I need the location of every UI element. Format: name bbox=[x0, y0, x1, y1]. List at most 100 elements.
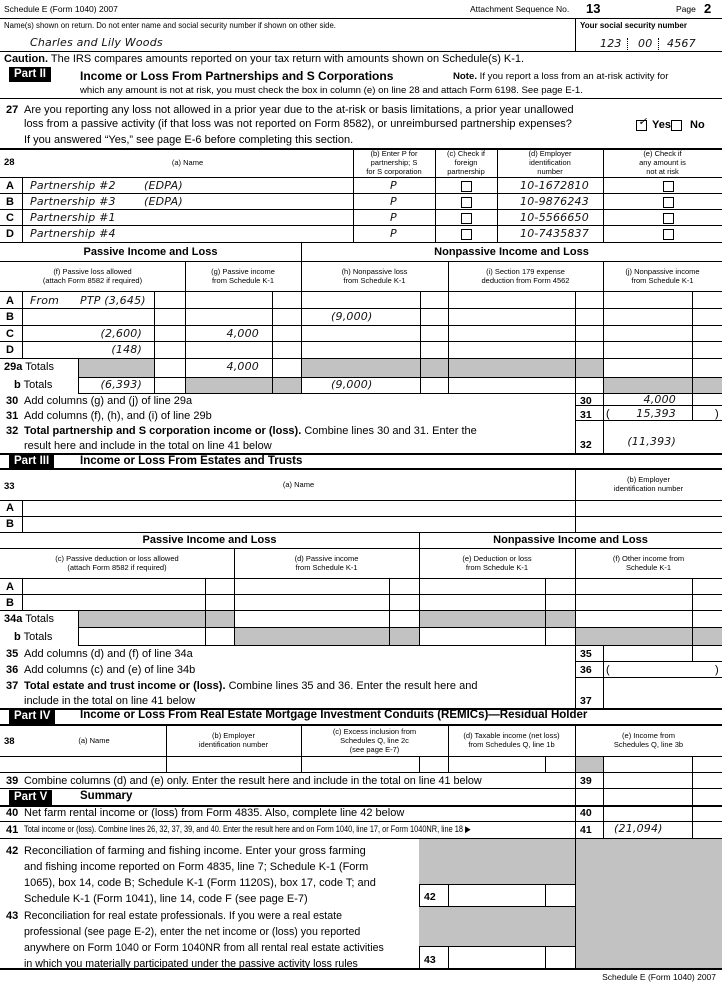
close-paren: ) bbox=[715, 408, 719, 420]
partnership-type[interactable]: P bbox=[390, 211, 397, 224]
shaded-area bbox=[78, 610, 234, 627]
col-header-d: (d) Passive income from Schedule K-1 bbox=[294, 554, 359, 572]
col-header-taxable-income: (d) Taxable income (net loss) from Sched… bbox=[463, 731, 560, 749]
partnership-type[interactable]: P bbox=[390, 179, 397, 192]
close-paren: ) bbox=[715, 664, 719, 676]
rule-line bbox=[603, 393, 604, 453]
partnership-ein[interactable]: 10-7435837 bbox=[520, 227, 589, 240]
passive-income[interactable]: 4,000 bbox=[226, 327, 259, 340]
note-bold: Note. bbox=[453, 71, 477, 82]
partnership-name[interactable]: Partnership #4 bbox=[30, 227, 116, 240]
partnership-note[interactable]: (EDPA) bbox=[144, 179, 183, 192]
names-label: Name(s) shown on return. Do not enter na… bbox=[4, 21, 336, 30]
line-28-number: 28 bbox=[4, 157, 15, 168]
col-header-f: (f) Passive loss allowed (attach Form 85… bbox=[42, 267, 143, 285]
shaded-area bbox=[301, 358, 603, 377]
rule-line bbox=[575, 405, 722, 406]
not-at-risk-checkbox[interactable] bbox=[663, 229, 674, 240]
rule-line bbox=[0, 291, 722, 292]
row-letter: C bbox=[6, 328, 14, 340]
no-label: No bbox=[690, 119, 705, 131]
checkmark-icon: ✓ bbox=[638, 116, 648, 128]
passive-loss-allowed[interactable]: (2,600) bbox=[100, 327, 142, 340]
rule-line bbox=[448, 724, 449, 772]
partnership-ein[interactable]: 10-1672810 bbox=[520, 179, 589, 192]
rule-line bbox=[185, 261, 186, 393]
rule-line bbox=[0, 516, 722, 517]
partnership-note[interactable]: (EDPA) bbox=[144, 195, 183, 208]
leader-dots bbox=[480, 817, 565, 819]
rule-line bbox=[603, 261, 604, 393]
foreign-partnership-checkbox[interactable] bbox=[461, 197, 472, 208]
taxpayer-names[interactable]: Charles and Lily Woods bbox=[30, 36, 163, 49]
line-43-text-4: in which you materially participated und… bbox=[24, 958, 358, 970]
line-31-amount[interactable]: 15,393 bbox=[636, 407, 676, 420]
rule-line bbox=[22, 500, 23, 532]
ssn-part-2[interactable]: 00 bbox=[638, 37, 653, 50]
rule-line bbox=[389, 578, 390, 645]
rule-line bbox=[419, 756, 420, 772]
row-letter: C bbox=[6, 212, 14, 224]
not-at-risk-checkbox[interactable] bbox=[663, 213, 674, 224]
rule-line bbox=[448, 884, 449, 906]
rule-line bbox=[0, 708, 722, 710]
not-at-risk-checkbox[interactable] bbox=[663, 181, 674, 192]
line-33-number: 33 bbox=[4, 481, 15, 492]
line-30-amount[interactable]: 4,000 bbox=[643, 393, 676, 406]
line-35-box-number: 35 bbox=[580, 648, 592, 660]
foreign-partnership-checkbox[interactable] bbox=[461, 213, 472, 224]
rule-line bbox=[154, 291, 155, 393]
rule-line bbox=[22, 578, 23, 610]
col-header-c: (c) Passive deduction or loss allowed (a… bbox=[55, 554, 179, 572]
rule-line bbox=[419, 532, 420, 645]
total-29b-h[interactable]: (9,000) bbox=[331, 378, 373, 391]
total-29a-g[interactable]: 4,000 bbox=[226, 360, 259, 373]
ssn-separator bbox=[658, 38, 659, 50]
rule-line bbox=[0, 772, 722, 773]
partnership-type[interactable]: P bbox=[390, 227, 397, 240]
line-40-box-number: 40 bbox=[580, 807, 592, 819]
passive-loss-allowed[interactable]: (148) bbox=[111, 343, 142, 356]
partnership-ein[interactable]: 10-5566650 bbox=[520, 211, 589, 224]
rule-line bbox=[0, 548, 722, 549]
foreign-partnership-checkbox[interactable] bbox=[461, 229, 472, 240]
rule-line bbox=[0, 453, 722, 455]
line-43-number: 43 bbox=[6, 910, 19, 922]
shaded-area bbox=[575, 838, 722, 968]
rule-line bbox=[301, 724, 302, 772]
rule-line bbox=[22, 177, 23, 242]
passive-loss-allowed[interactable]: PTP (3,645) bbox=[80, 294, 146, 307]
not-at-risk-checkbox[interactable] bbox=[663, 197, 674, 208]
rule-line bbox=[0, 610, 722, 611]
nonpassive-loss[interactable]: (9,000) bbox=[331, 310, 373, 323]
line-37-number: 37 bbox=[6, 680, 19, 692]
foreign-partnership-checkbox[interactable] bbox=[461, 181, 472, 192]
partnership-name[interactable]: Partnership #2 bbox=[30, 179, 116, 192]
rule-line bbox=[545, 578, 546, 645]
rule-line bbox=[0, 308, 722, 309]
ssn-part-3[interactable]: 4567 bbox=[667, 37, 696, 50]
ssn-separator bbox=[627, 38, 628, 50]
total-29b-f[interactable]: (6,393) bbox=[100, 378, 142, 391]
rule-line bbox=[575, 548, 576, 708]
line-27-yes-checkbox[interactable]: ✓ bbox=[636, 116, 647, 131]
passive-loss-prefix[interactable]: From bbox=[30, 294, 60, 307]
ssn-part-1[interactable]: 123 bbox=[600, 37, 622, 50]
caution-text: The IRS compares amounts reported on you… bbox=[50, 53, 525, 65]
shaded-area bbox=[234, 627, 419, 645]
line-30-number: 30 bbox=[6, 395, 19, 407]
line-41-amount[interactable]: (21,094) bbox=[614, 822, 663, 835]
partnership-ein[interactable]: 10-9876243 bbox=[520, 195, 589, 208]
partnership-type[interactable]: P bbox=[390, 195, 397, 208]
col-header-remic-ein: (b) Employer identification number bbox=[198, 731, 269, 749]
col-header-remic-name: (a) Name bbox=[78, 735, 110, 745]
shaded-area bbox=[419, 906, 575, 946]
rule-line bbox=[419, 884, 420, 906]
partnership-name[interactable]: Partnership #1 bbox=[30, 211, 116, 224]
line-27-no-checkbox[interactable] bbox=[671, 120, 682, 131]
partnership-name[interactable]: Partnership #3 bbox=[30, 195, 116, 208]
rule-line bbox=[603, 148, 604, 242]
line-32-amount[interactable]: (11,393) bbox=[627, 435, 676, 448]
shaded-area bbox=[78, 358, 154, 377]
col-header-f: (f) Other income from Schedule K-1 bbox=[612, 554, 685, 572]
